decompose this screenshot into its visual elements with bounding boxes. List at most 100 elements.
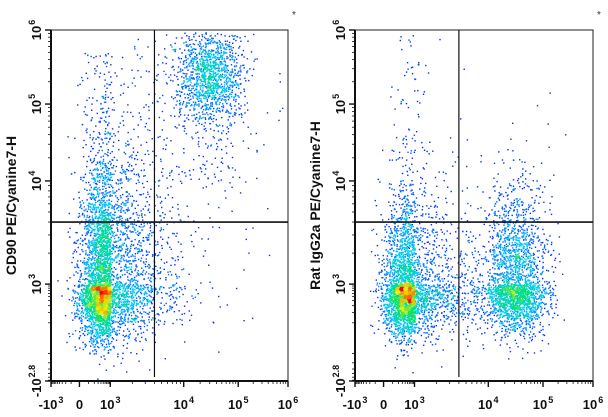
event-dot [94,338,97,341]
event-dot [172,297,175,299]
event-dot [79,215,81,217]
event-dot [102,234,105,237]
event-dot [97,206,100,208]
event-dot [101,255,103,257]
event-dot [105,266,108,268]
event-dot [145,254,148,256]
event-dot [107,170,110,172]
event-dot [99,314,101,317]
event-dot [90,232,92,234]
event-dot [108,223,110,225]
event-dot [82,155,85,158]
event-dot [95,269,97,272]
event-dot [130,138,132,140]
event-dot [108,71,110,73]
event-dot [113,237,116,240]
event-dot [96,162,99,164]
event-dot [132,284,135,287]
event-dot [101,108,103,110]
event-dot [131,240,133,242]
event-dot [88,319,90,321]
event-dot [107,149,109,151]
event-dot [92,272,95,274]
event-dot [120,178,123,180]
event-dot [141,229,144,231]
event-dot [109,279,111,281]
event-dot [99,163,101,165]
event-dot [85,290,87,293]
event-dot [77,216,80,218]
event-dot [175,296,177,299]
event-dot [119,317,122,319]
event-dot [112,192,114,194]
event-dot [103,236,105,239]
event-dot [137,220,139,222]
event-dot [148,267,150,269]
event-dot [133,276,136,279]
event-dot [102,95,104,98]
event-dot [85,289,88,292]
event-dot [161,171,163,173]
event-dot [107,227,109,230]
event-dot [125,248,127,251]
event-dot [118,305,120,308]
event-dot [125,313,127,315]
event-dot [92,161,95,163]
event-dot [109,225,112,228]
event-dot [90,331,92,333]
event-dot [107,240,109,242]
event-dot [174,301,176,303]
event-dot [120,84,122,87]
event-dot [95,285,98,287]
event-dot [101,240,103,243]
event-dot [132,260,134,262]
event-dot [105,343,108,346]
event-dot [110,308,112,311]
event-dot [125,177,128,179]
event-dot [99,262,101,264]
event-dot [143,294,146,296]
event-dot [108,269,111,271]
event-dot [103,301,105,303]
event-dot [107,317,109,319]
event-dot [166,187,169,189]
event-dot [77,104,79,106]
event-dot [173,289,175,292]
event-dot [85,129,87,132]
event-dot [131,271,133,273]
event-dot [170,308,173,310]
event-dot [108,226,110,228]
event-dot [109,132,112,134]
event-dot [82,301,84,304]
event-dot [108,343,110,345]
event-dot [152,317,154,319]
event-dot [72,290,75,293]
event-dot [83,257,86,259]
event-dot [103,85,106,87]
event-dot [84,173,87,176]
event-dot [99,309,101,312]
event-dot [107,183,109,185]
event-dot [90,323,93,326]
event-dot [136,272,139,274]
event-dot [119,312,122,315]
event-dot [94,307,96,309]
event-dot [82,180,84,182]
event-dot [104,310,106,312]
event-dot [93,339,95,341]
event-dot [112,312,114,314]
event-dot [175,304,178,306]
event-dot [91,207,93,209]
event-dot [82,298,84,300]
event-dot [115,241,117,243]
event-dot [132,306,135,308]
event-dot [102,259,104,261]
event-dot [98,346,100,349]
event-dot [137,217,140,219]
event-dot [94,295,96,297]
event-dot [97,301,100,304]
event-dot [121,321,124,323]
event-dot [136,308,138,311]
event-dot [118,303,120,306]
event-dot [94,180,96,182]
